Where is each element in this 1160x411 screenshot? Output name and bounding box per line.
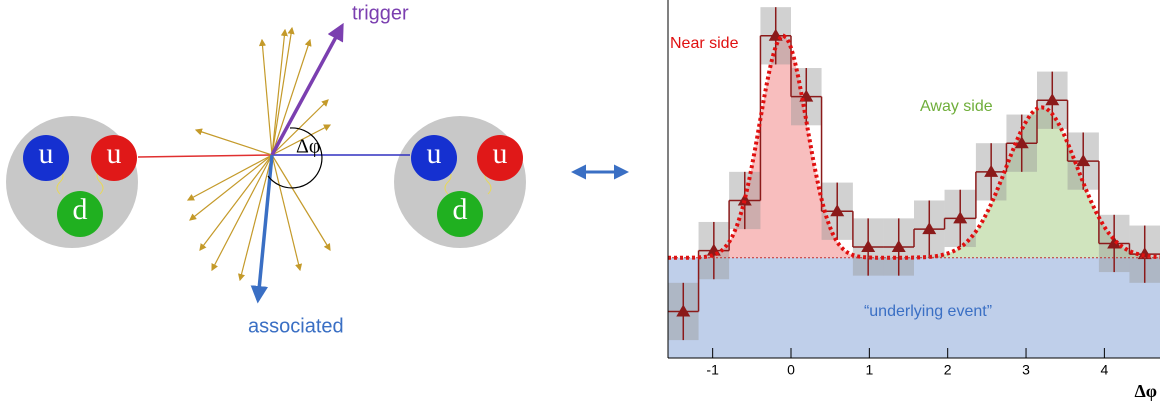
angle-label: Δφ bbox=[296, 136, 320, 158]
collision-diagram: u u d u u d trigger associated Δφ bbox=[6, 2, 626, 337]
quark-label: d bbox=[73, 193, 88, 226]
quark-label: u bbox=[39, 137, 54, 170]
associated-label: associated bbox=[248, 315, 344, 337]
x-tick-label: 3 bbox=[1022, 362, 1030, 378]
quark-label: d bbox=[453, 193, 468, 226]
beam bbox=[138, 155, 272, 157]
x-tick-label: 2 bbox=[944, 362, 952, 378]
annotation: “underlying event” bbox=[864, 303, 992, 320]
x-axis-label: Δφ bbox=[1134, 381, 1157, 401]
annotation: Near side bbox=[670, 35, 739, 52]
quark-label: u bbox=[493, 137, 508, 170]
figure: u u d u u d trigger associated Δφ -1 0 1 2 3… bbox=[0, 0, 1160, 406]
x-tick-label: 4 bbox=[1100, 362, 1108, 378]
trigger-label: trigger bbox=[352, 2, 409, 24]
quark-label: u bbox=[107, 137, 122, 170]
x-tick-label: 0 bbox=[787, 362, 795, 378]
histogram-plot: -1 0 1 2 3 4 Δφ Near side Away side “underlying e… bbox=[668, 0, 1160, 401]
x-tick-label: 1 bbox=[865, 362, 873, 378]
x-tick-label: -1 bbox=[706, 362, 719, 378]
quark-label: u bbox=[427, 137, 442, 170]
annotation: Away side bbox=[920, 98, 993, 115]
